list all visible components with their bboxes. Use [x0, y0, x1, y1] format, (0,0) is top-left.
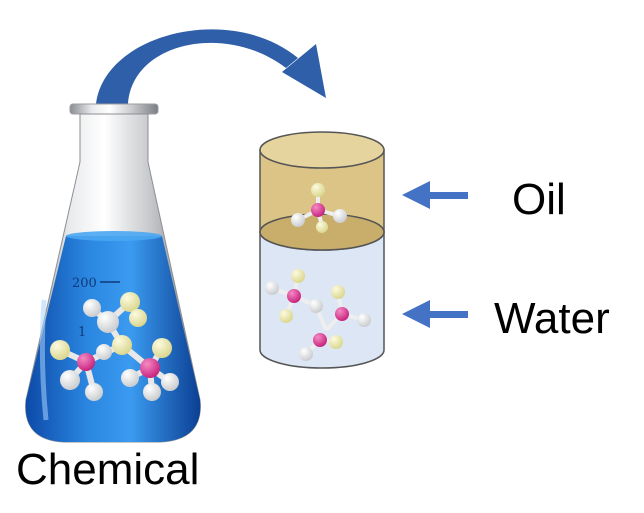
chemical-label: Chemical — [16, 445, 200, 494]
oil-label: Oil — [512, 175, 566, 224]
flask-mark-200: 200 — [72, 276, 97, 291]
water-layer — [259, 231, 385, 369]
oil-layer — [259, 131, 385, 251]
water-label: Water — [494, 294, 610, 343]
left-arrow-icon — [402, 300, 468, 328]
erlenmeyer-flask-icon: 200 1 — [25, 103, 201, 443]
molecule-icon — [265, 269, 371, 361]
flask-mark-1: 1 — [78, 325, 86, 340]
molecule-icon — [291, 183, 347, 233]
curved-arrow-icon — [96, 29, 326, 104]
left-arrow-icon — [402, 181, 468, 209]
molecule-icon — [50, 292, 179, 401]
